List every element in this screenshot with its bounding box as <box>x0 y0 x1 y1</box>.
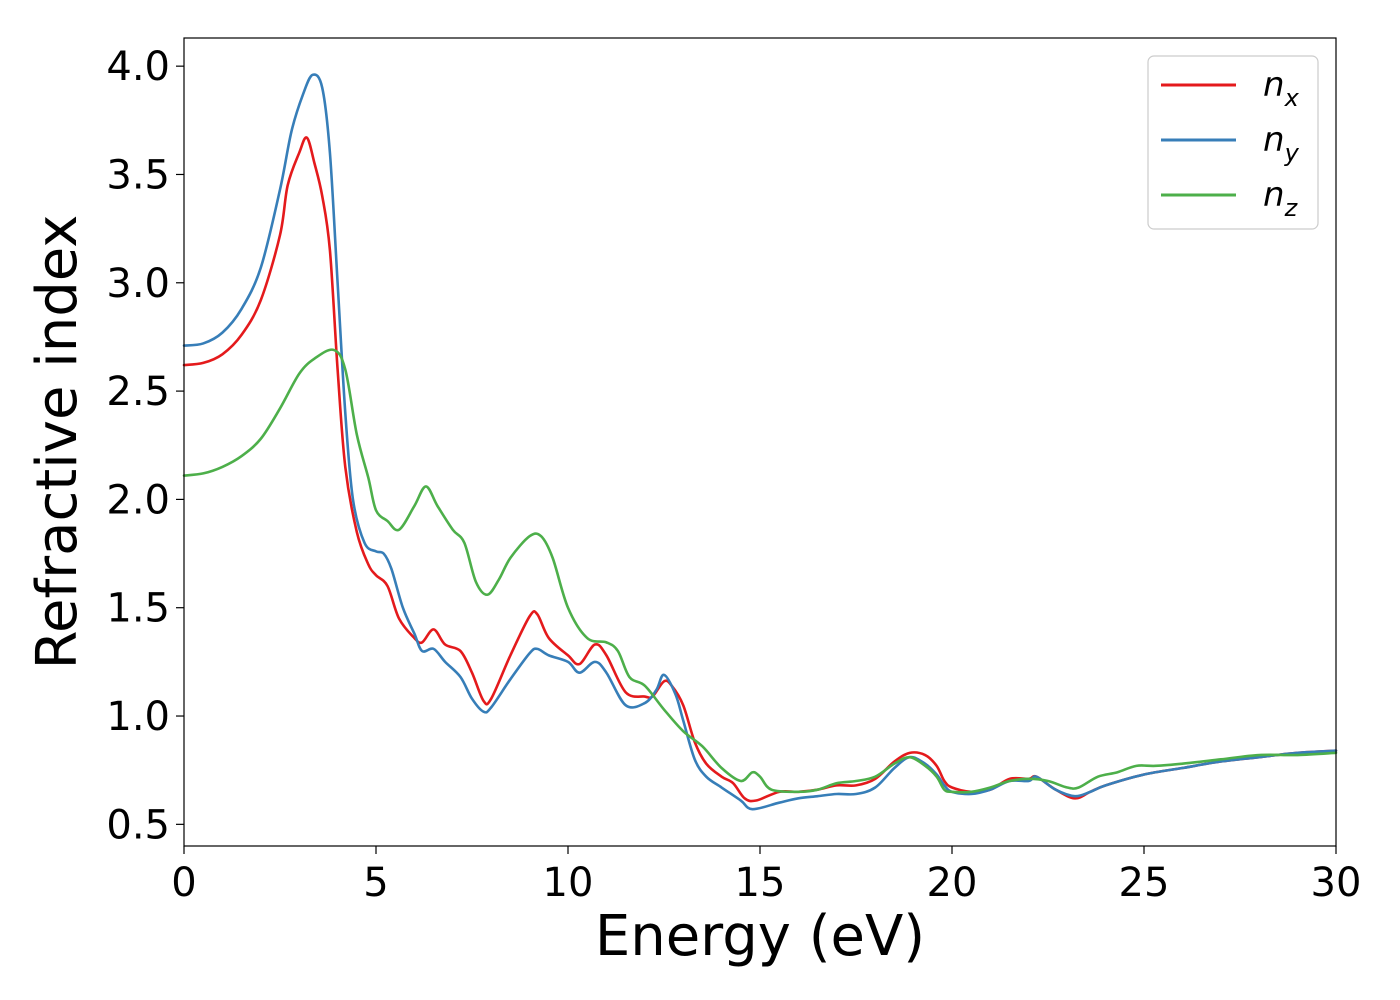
y-tick-label: 1.0 <box>106 694 170 740</box>
legend-box <box>1147 55 1319 230</box>
legend-entry-n-y: ny <box>1161 120 1300 167</box>
legend-label-base: n <box>1263 120 1285 160</box>
legend-label-base: n <box>1263 175 1285 215</box>
legend-label: nx <box>1263 65 1300 112</box>
legend-entry-n-x: nx <box>1161 65 1300 112</box>
y-tick-label: 4.0 <box>106 44 170 90</box>
y-tick-label: 2.0 <box>106 477 170 523</box>
legend-label-subscript: y <box>1284 139 1300 167</box>
x-tick-label: 25 <box>1119 860 1170 906</box>
legend-label-subscript: x <box>1284 84 1300 112</box>
x-axis-ticks: 0 5 10 15 20 25 30 <box>171 846 1361 906</box>
legend-entry-n-z: nz <box>1161 175 1299 222</box>
legend-label: ny <box>1263 120 1300 167</box>
y-tick-label: 0.5 <box>106 802 170 848</box>
legend-label-base: n <box>1263 65 1285 105</box>
y-axis-ticks: 0.5 1.0 1.5 2.0 2.5 3.0 3.5 4.0 <box>106 44 184 848</box>
legend-label: nz <box>1263 175 1299 222</box>
x-tick-label: 10 <box>543 860 594 906</box>
series-line-n-x <box>182 136 1338 803</box>
y-tick-label: 1.5 <box>106 586 170 632</box>
y-tick-label: 3.5 <box>106 152 170 198</box>
x-tick-label: 15 <box>735 860 786 906</box>
legend-label-subscript: z <box>1284 194 1299 222</box>
y-tick-label: 2.5 <box>106 369 170 415</box>
x-tick-label: 0 <box>171 860 196 906</box>
x-tick-label: 20 <box>927 860 978 906</box>
y-axis-label: Refractive index <box>25 215 90 670</box>
series-line-n-z <box>182 348 1338 794</box>
y-tick-label: 3.0 <box>106 261 170 307</box>
x-tick-label: 30 <box>1311 860 1362 906</box>
x-tick-label: 5 <box>363 860 388 906</box>
series-layer <box>182 73 1338 811</box>
x-axis-label: Energy (eV) <box>595 904 925 969</box>
